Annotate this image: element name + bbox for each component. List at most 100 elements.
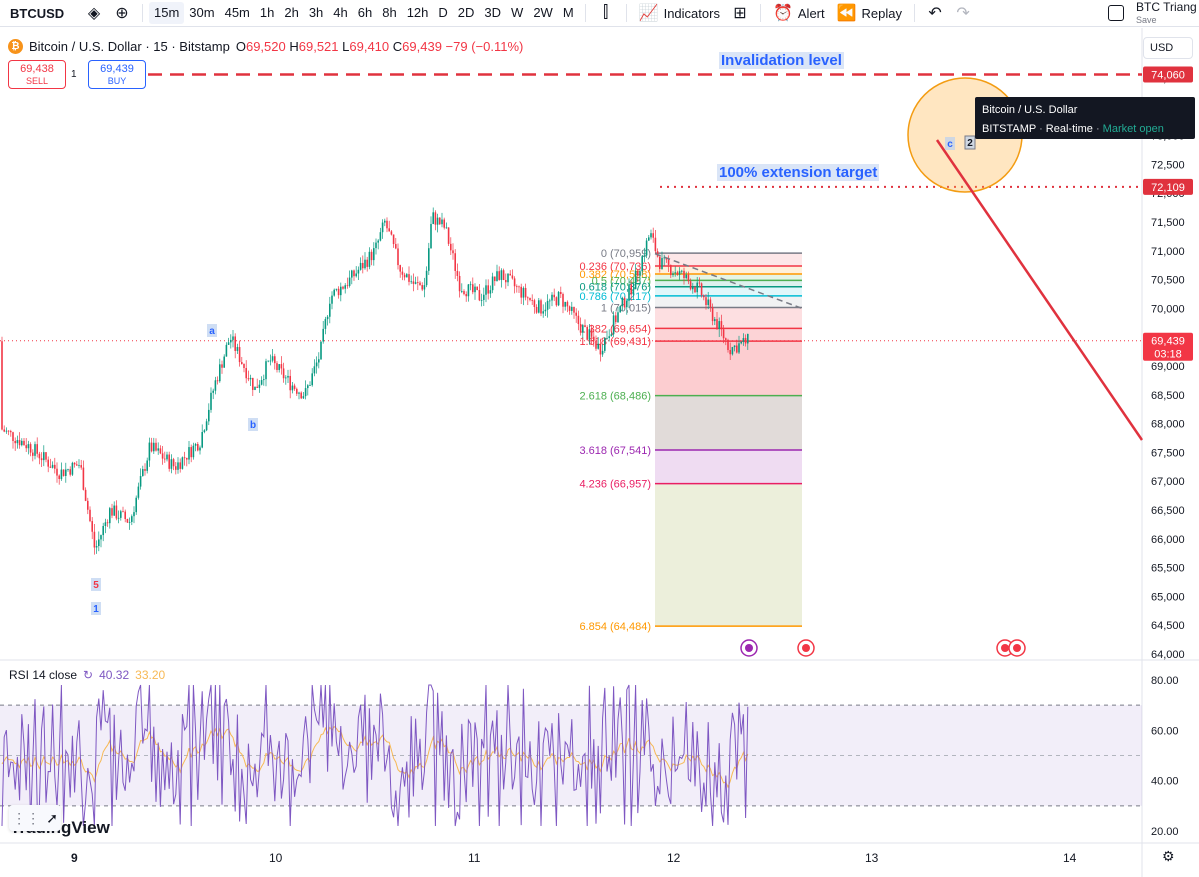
- candle-body: [478, 290, 481, 301]
- interval-2h[interactable]: 2h: [284, 5, 299, 20]
- candle-body: [357, 269, 360, 274]
- cursor-icon[interactable]: ➚: [46, 809, 58, 826]
- indicators-button[interactable]: 📈 Indicators: [633, 1, 726, 26]
- candle-body: [707, 299, 709, 305]
- candle-style-icon[interactable]: ⫿: [603, 4, 609, 21]
- buy-button[interactable]: 69,439 BUY: [88, 60, 146, 89]
- candle-body: [687, 274, 690, 282]
- candle-body: [560, 291, 562, 295]
- interval-2d[interactable]: 2D: [457, 5, 475, 20]
- redo-icon[interactable]: ↷: [956, 5, 970, 22]
- interval-6h[interactable]: 6h: [357, 5, 373, 20]
- projection-line[interactable]: [935, 139, 1144, 441]
- extension-target-label[interactable]: 100% extension target: [717, 164, 880, 181]
- wave-label-box[interactable]: [248, 418, 258, 431]
- candle-body: [199, 447, 201, 451]
- candle-body: [221, 364, 223, 368]
- interval-3h[interactable]: 3h: [308, 5, 324, 20]
- rsi-ma-line: [1, 725, 749, 789]
- interval-30m[interactable]: 30m: [189, 5, 215, 20]
- trend-line[interactable]: [654, 252, 803, 310]
- candle-body: [705, 297, 707, 305]
- layout-checkbox-icon[interactable]: [1108, 5, 1124, 21]
- candle-body: [208, 409, 210, 422]
- candle-body: [344, 285, 346, 289]
- candle-body: [542, 311, 544, 314]
- wave-label-box[interactable]: [91, 602, 101, 615]
- wave-label-box[interactable]: [91, 578, 101, 591]
- settings-gear-icon[interactable]: ⚙: [1162, 848, 1175, 864]
- wave-label-box[interactable]: [964, 135, 976, 150]
- candle-body: [144, 469, 146, 471]
- chart-canvas[interactable]: 74,00073,50073,00072,50072,00071,50071,0…: [0, 28, 1199, 877]
- rsi-tick-label: 20.00: [1151, 826, 1179, 838]
- candle-body: [115, 505, 118, 519]
- candle-body: [45, 452, 47, 460]
- interval-8h[interactable]: 8h: [382, 5, 397, 20]
- interval-2w[interactable]: 2W: [533, 5, 553, 20]
- wave-label-box[interactable]: [945, 137, 955, 150]
- alert-button[interactable]: ⏰ Alert: [767, 1, 831, 26]
- candle-body: [249, 377, 252, 380]
- candle-body: [450, 243, 452, 251]
- candle-body: [586, 327, 588, 340]
- invalidation-price-badge: 74,060: [1151, 70, 1185, 82]
- time-tick-label: 13: [865, 851, 879, 865]
- currency-selector[interactable]: USD: [1143, 37, 1193, 59]
- candle-body: [201, 432, 203, 448]
- diamond-icon[interactable]: ◈: [87, 5, 101, 22]
- templates-icon[interactable]: ⊞: [733, 5, 747, 22]
- candle-body: [538, 300, 540, 313]
- interval-1h[interactable]: 1h: [259, 5, 275, 20]
- candle-body: [709, 299, 712, 308]
- interval-45m[interactable]: 45m: [224, 5, 250, 20]
- price-tick-label: 71,000: [1151, 246, 1185, 258]
- compare-add-icon[interactable]: ⊕: [115, 5, 129, 22]
- candle-body: [474, 286, 476, 293]
- interval-12h[interactable]: 12h: [406, 5, 429, 20]
- sell-button[interactable]: 69,438 SELL: [8, 60, 66, 89]
- interval-3d[interactable]: 3D: [484, 5, 502, 20]
- candle-body: [692, 287, 694, 290]
- candle-body: [346, 285, 349, 287]
- candle-body: [417, 282, 419, 284]
- candle-body: [197, 444, 199, 451]
- candle-body: [637, 270, 639, 276]
- candle-body: [232, 336, 234, 340]
- candle-body: [311, 373, 313, 386]
- candle-body: [553, 294, 555, 298]
- interval-15m[interactable]: 15m: [149, 2, 185, 24]
- rsi-label[interactable]: RSI 14 close: [9, 668, 78, 682]
- symbol-search[interactable]: BTCUSD: [0, 1, 80, 26]
- candle-body: [379, 232, 382, 241]
- dot-separator: ·: [1039, 123, 1046, 135]
- invalidation-label[interactable]: Invalidation level: [719, 52, 844, 69]
- interval-m[interactable]: M: [562, 5, 574, 20]
- fib-level-label: 1 (70,015): [601, 303, 651, 315]
- price-tick-label: 72,500: [1151, 159, 1185, 171]
- candle-body: [395, 244, 397, 249]
- interval-d[interactable]: D: [438, 5, 448, 20]
- candle-body: [399, 265, 401, 272]
- candle-body: [458, 275, 461, 292]
- candle-body: [672, 273, 674, 276]
- fib-zone: [655, 280, 802, 287]
- interval-4h[interactable]: 4h: [333, 5, 348, 20]
- candle-body: [566, 301, 569, 307]
- candle-body: [641, 256, 643, 272]
- high-key: H: [289, 39, 299, 54]
- legend-title[interactable]: Bitcoin / U.S. Dollar · 15 · Bitstamp: [29, 39, 230, 54]
- candle-body: [76, 464, 78, 466]
- undo-icon[interactable]: ↶: [928, 5, 942, 22]
- indicators-icon: 📈: [638, 5, 659, 22]
- candle-body: [696, 282, 698, 293]
- drag-handle-icon[interactable]: ⋮⋮: [12, 809, 41, 826]
- wave-label-box[interactable]: [207, 324, 217, 337]
- layout-name-button[interactable]: BTC Triang Save: [1136, 0, 1199, 27]
- candle-body: [634, 270, 637, 290]
- replay-button[interactable]: ⏪ Replay: [831, 1, 908, 26]
- candle-body: [326, 316, 329, 320]
- rsi-refresh-icon[interactable]: ↻: [83, 668, 94, 682]
- candle-body: [84, 489, 87, 501]
- interval-w[interactable]: W: [511, 5, 524, 20]
